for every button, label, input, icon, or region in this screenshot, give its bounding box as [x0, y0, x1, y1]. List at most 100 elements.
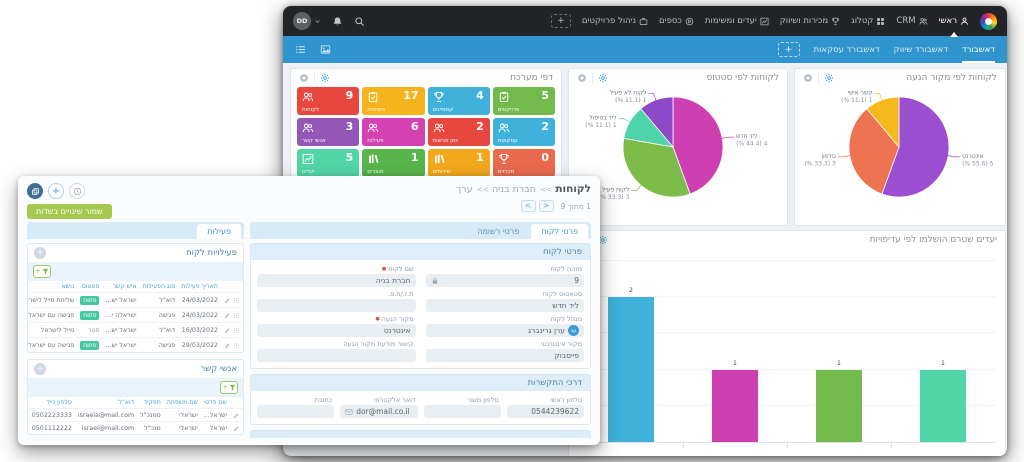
search-icon[interactable] [354, 16, 365, 27]
chart-icon [302, 153, 314, 165]
arrival-source-input[interactable]: אינטרנט [257, 324, 416, 337]
people-icon [367, 122, 379, 134]
breadcrumb-middle[interactable]: חברת בניה [491, 183, 536, 195]
panel-menu-icon[interactable] [299, 73, 309, 83]
table-row[interactable]: 24/03/2022 פגישה ישראלה י... פתוח פגישה … [28, 307, 243, 323]
pencil-icon[interactable] [233, 425, 240, 432]
svg-text:(% 55.6) 5: (% 55.6) 5 [962, 160, 994, 167]
table-row[interactable]: 24/03/2022 דוא"ל ישראל יש... פתוח שליחת … [28, 292, 243, 308]
nav-item-home[interactable]: ראשי [939, 6, 969, 36]
table-row[interactable]: 29/03/2022 פגישה ישראל יש... פתוח פגישה … [28, 337, 243, 352]
tile-services[interactable]: 1 שירותים [427, 149, 490, 177]
tab-dashboard-deals[interactable]: דאשבורד עסקאות [813, 44, 880, 55]
breadcrumb-root[interactable]: לקוחות [555, 183, 591, 195]
nav-item-sales-marketing[interactable]: מכירות ושיווק [780, 6, 840, 36]
tile-customers[interactable]: 9 לקוחות [297, 87, 360, 115]
app-logo-icon[interactable] [980, 12, 997, 30]
secondary-phone-input[interactable] [423, 405, 501, 418]
dots-grid-icon[interactable] [233, 327, 240, 334]
navbar-add-button[interactable]: + [550, 14, 571, 28]
main-phone-input[interactable]: 0544239622 [506, 405, 584, 418]
tile-campaigns[interactable]: 4 קמפיינים [427, 87, 490, 115]
record-tab-bars: פרטי לקוח פרטי רשומה פעילות [27, 222, 591, 239]
image-icon[interactable] [320, 44, 331, 55]
tab-record-details[interactable]: פרטי רשומה [477, 227, 520, 236]
list-menu-icon[interactable] [295, 44, 306, 55]
panel-menu-icon[interactable] [577, 73, 587, 83]
filter-funnel-button[interactable]: + [220, 381, 238, 394]
gear-icon[interactable] [320, 73, 330, 83]
breadcrumb-current: ערך [456, 183, 473, 195]
table-row[interactable]: ישראל ישראלי מנכ"ל israel@mail.com 05011… [28, 421, 243, 434]
pencil-icon[interactable] [224, 342, 231, 349]
tile-tenders[interactable]: 0 מכרזים [492, 149, 555, 177]
nav-item-projects[interactable]: ניהול פרויקטים [582, 6, 648, 36]
add-dashboard-button[interactable]: + [777, 42, 800, 57]
tab-activity[interactable]: פעילות [197, 224, 241, 239]
layers-button[interactable] [27, 183, 43, 199]
add-contact-button[interactable]: + [34, 363, 46, 375]
customer-name-input[interactable]: חברת בניה [257, 274, 416, 287]
gear-icon[interactable] [824, 73, 834, 83]
table-row[interactable]: 16/03/2022 דוא"ל ישראל יש... סגור מייל ל… [28, 322, 243, 338]
internet-source-input[interactable]: פייסבוק [425, 349, 584, 362]
save-fields-button[interactable]: שמור שינויים בשדות [27, 204, 112, 219]
customer-details-section: פרטי לקוח מזהה לקוח 9 שם לקוח ● חברת בניה… [250, 243, 591, 369]
customer-id-input[interactable]: 9 [425, 274, 584, 287]
tile-tasks[interactable]: 17 משימות [362, 87, 425, 115]
nav-item-catalog[interactable]: קטלוג [851, 6, 885, 36]
nav-item-crm[interactable]: CRM [896, 6, 927, 36]
gear-icon[interactable] [598, 73, 608, 83]
add-record-button[interactable]: + [48, 183, 64, 199]
customer-form-column: פרטי לקוח מזהה לקוח 9 שם לקוח ● חברת בניה… [250, 239, 591, 438]
user-menu[interactable]: DD [293, 12, 321, 30]
dots-grid-icon[interactable] [233, 312, 240, 319]
add-activity-button[interactable]: + [34, 247, 46, 259]
related-lists-column: פעילויות לקוח + + תאריך פעילות סוג הפעיל… [27, 239, 244, 438]
field-address: כתובת [257, 393, 335, 418]
email-input[interactable]: dor@mail.co.il [340, 405, 418, 418]
pencil-icon[interactable] [224, 297, 231, 304]
bell-icon[interactable] [332, 16, 343, 27]
dots-grid-icon[interactable] [233, 297, 240, 304]
tab-dashboard[interactable]: דאשבורד [961, 36, 996, 63]
svg-text:אינטרנט: אינטרנט [962, 153, 983, 160]
system-pages-panel: דפי מערכת 9 לקוחות 17 משימות 4 קמפיינים 5 פר… [290, 68, 562, 184]
record-pagination: 1 מתוך 9 > < [456, 200, 591, 212]
section-title: אנשי קשר [200, 364, 237, 374]
avatar[interactable]: DD [293, 12, 311, 30]
history-button[interactable] [69, 183, 85, 199]
tile-activities[interactable]: 6 פעילות [362, 118, 425, 146]
tab-customer-details[interactable]: פרטי לקוח [531, 224, 588, 239]
contact-methods-section: דרכי התקשרות טלפון ראשי 0544239622 טלפון… [250, 374, 591, 425]
tile-products[interactable]: 1 מוצרים [362, 149, 425, 177]
trophy-icon [498, 153, 510, 165]
dots-grid-icon[interactable] [233, 342, 240, 349]
svg-text:ליד בטיפול: ליד בטיפול [589, 115, 616, 122]
account-manager-input[interactable]: עג ערן גרינברג [425, 324, 584, 337]
tile-projects[interactable]: 5 פרויקטים [492, 87, 555, 115]
table-row[interactable]: ישראל... ישראלי סמנכ"ל israela@mail.com … [28, 408, 243, 422]
prev-record-button[interactable]: < [520, 200, 536, 212]
next-record-button[interactable]: > [538, 200, 554, 212]
panel-menu-icon[interactable] [803, 73, 813, 83]
filter-funnel-button[interactable]: + [33, 265, 51, 278]
source-ad-link-input[interactable] [257, 349, 416, 362]
pencil-icon[interactable] [224, 312, 231, 319]
divider [314, 73, 315, 83]
status-pie-chart: ליד חדש(% 44.4) 4 לקוח פעיל(% 33.3) 3 ליד … [585, 89, 767, 201]
tile-contacts[interactable]: 3 אנשי קשר [297, 118, 360, 146]
tab-dashboard-marketing[interactable]: דאשבורד שיווק [893, 44, 948, 55]
company-id-input[interactable] [257, 299, 416, 312]
pencil-icon[interactable] [224, 327, 231, 334]
tile-meetings[interactable]: 2 יומן פגישות [427, 118, 490, 146]
tile-goals[interactable]: 5 יעדים [297, 149, 360, 177]
tile-deals[interactable]: 2 עסקאות [492, 118, 555, 146]
nav-item-goals-tasks[interactable]: יעדים ומשימות [705, 6, 769, 36]
nav-item-finance[interactable]: כספים [659, 6, 694, 36]
address-input[interactable] [257, 405, 335, 418]
pencil-icon[interactable] [233, 412, 240, 419]
customer-status-input[interactable]: ליד חדש [425, 299, 584, 312]
